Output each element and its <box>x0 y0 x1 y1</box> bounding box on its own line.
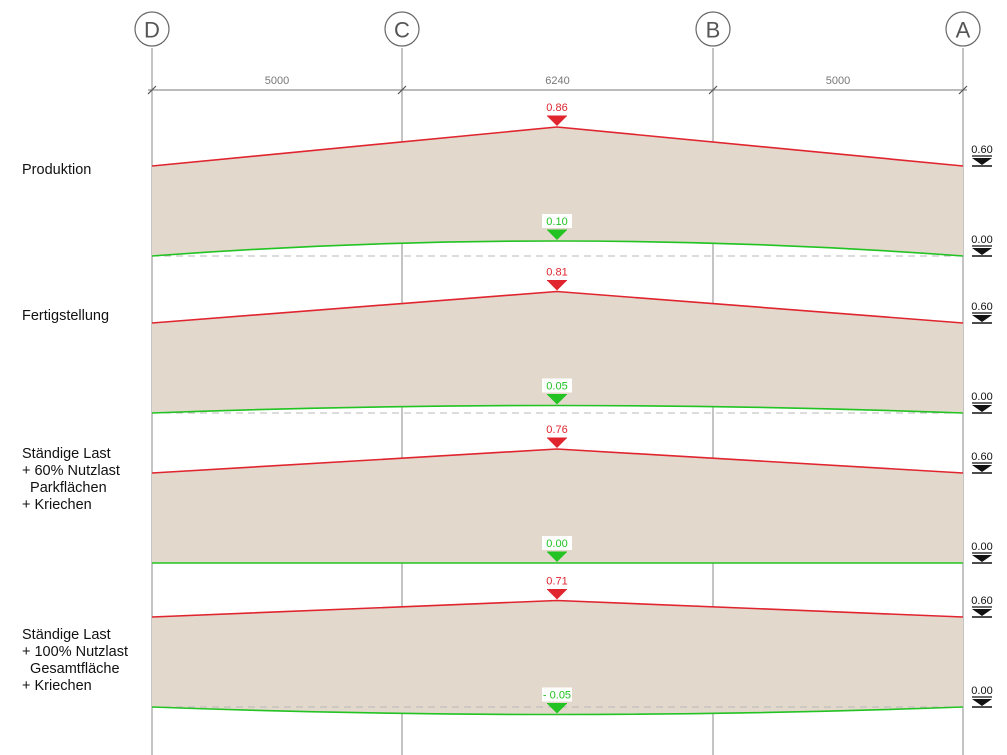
top-camber-line <box>151 126 964 167</box>
axis-label-d: D <box>144 18 160 43</box>
span-dimension-label: 6240 <box>545 75 569 87</box>
dimension-tick <box>708 85 718 95</box>
deflection-area <box>152 600 963 715</box>
ref-level-top-label: 0.60 <box>971 301 992 313</box>
axis-bubble-b <box>695 11 731 47</box>
load-case-label-line: + Kriechen <box>22 497 92 513</box>
ref-level-bottom-marker <box>972 405 992 412</box>
peak-value-bottom: 0.00 <box>546 538 567 550</box>
span-dimension-label: 5000 <box>826 75 850 87</box>
deflection-area <box>152 449 963 563</box>
load-case-label-line: Ständige Last <box>22 627 111 643</box>
load-case-label-line: + 60% Nutzlast <box>22 463 120 479</box>
load-case-label-line: Parkflächen <box>22 480 107 496</box>
ref-level-top-marker <box>972 315 992 322</box>
load-case-label-line: Ständige Last <box>22 446 111 462</box>
peak-marker-top <box>547 280 567 291</box>
ref-level-top-marker <box>972 465 992 472</box>
axis-bubble-c <box>384 11 420 47</box>
load-case-3: 0.76 0.00 0.60 0.00 <box>151 424 993 564</box>
top-camber-line <box>151 290 964 324</box>
peak-value-top: 0.86 <box>546 102 567 114</box>
load-case-label: Ständige Last + 60% Nutzlast Parkflächen +… <box>22 446 150 514</box>
ref-level-bottom-label: 0.00 <box>971 391 992 403</box>
top-camber-line <box>151 599 964 618</box>
span-dimension-label: 5000 <box>265 75 289 87</box>
peak-value-bottom: 0.10 <box>546 216 567 228</box>
load-case-2: 0.81 0.05 0.60 0.00 <box>151 267 993 414</box>
load-case-label: Ständige Last + 100% Nutzlast Gesamtfläch… <box>22 627 150 695</box>
peak-marker-bottom <box>547 703 567 714</box>
peak-marker-bottom <box>547 230 567 240</box>
peak-value-top: 0.76 <box>546 424 567 436</box>
ref-level-bottom-marker <box>972 248 992 255</box>
load-case-label-line: Gesamtfläche <box>22 661 120 677</box>
bottom-deflection-line <box>151 404 964 414</box>
ref-level-bottom-marker <box>972 699 992 706</box>
load-case-label-line: Fertigstellung <box>22 308 110 324</box>
ref-level-top-label: 0.60 <box>971 451 992 463</box>
peak-marker-top <box>547 589 567 600</box>
peak-value-bottom: - 0.05 <box>543 690 571 702</box>
peak-value-top: 0.81 <box>546 267 567 279</box>
peak-value-bottom: 0.05 <box>546 381 567 393</box>
load-case-1: 0.86 0.10 0.60 0.00 <box>151 102 993 257</box>
deflection-area <box>152 127 963 256</box>
load-case-label: Fertigstellung <box>22 308 150 325</box>
peak-marker-top <box>547 116 567 126</box>
ref-level-top-label: 0.60 <box>971 144 992 156</box>
dimension-tick <box>958 85 968 95</box>
bottom-deflection-line <box>151 706 964 716</box>
ref-level-top-marker <box>972 609 992 616</box>
load-case-4: 0.71 - 0.05 0.60 0.00 <box>151 576 993 716</box>
peak-value-bottom-bg <box>542 536 572 550</box>
ref-level-bottom-label: 0.00 <box>971 685 992 697</box>
peak-value-bottom-bg <box>542 687 572 702</box>
axis-label-a: A <box>956 18 971 43</box>
load-case-label-line: Produktion <box>22 162 92 178</box>
axis-label-b: B <box>706 18 721 43</box>
load-case-label-line: + 100% Nutzlast <box>22 644 128 660</box>
peak-value-top: 0.71 <box>546 576 567 588</box>
deflection-area <box>152 291 963 413</box>
peak-marker-bottom <box>547 394 567 405</box>
dimension-tick <box>397 85 407 95</box>
ref-level-top-marker <box>972 158 992 165</box>
load-case-label: Produktion <box>22 162 150 179</box>
dimension-tick <box>147 85 157 95</box>
axis-bubble-d <box>134 11 170 47</box>
axis-label-c: C <box>394 18 410 43</box>
ref-level-bottom-marker <box>972 555 992 562</box>
top-camber-line <box>151 448 964 474</box>
load-case-label-line: + Kriechen <box>22 678 92 694</box>
bottom-deflection-line <box>151 240 964 257</box>
ref-level-bottom-label: 0.00 <box>971 234 992 246</box>
axis-bubble-a <box>945 11 981 47</box>
peak-marker-top <box>547 438 567 448</box>
ref-level-bottom-label: 0.00 <box>971 541 992 553</box>
peak-value-bottom-bg <box>542 378 572 393</box>
ref-level-top-label: 0.60 <box>971 595 992 607</box>
peak-marker-bottom <box>547 552 567 562</box>
peak-value-bottom-bg <box>542 214 572 228</box>
